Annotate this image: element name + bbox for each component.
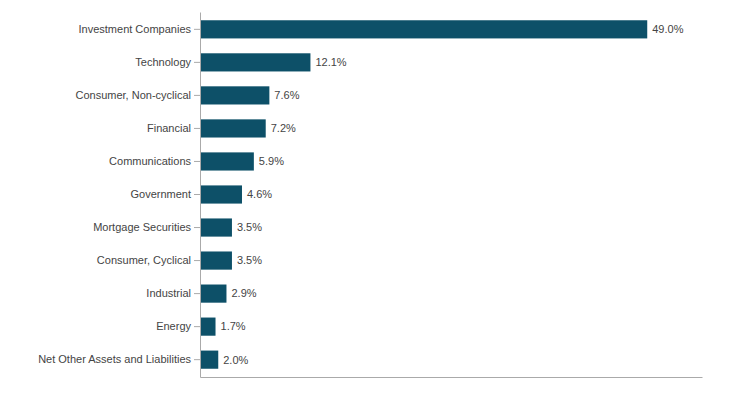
data-label: 1.7% xyxy=(221,320,246,332)
y-tick: Industrial xyxy=(146,287,200,299)
x-axis-line xyxy=(201,377,703,378)
y-tick-label: Communications xyxy=(109,155,191,167)
bar xyxy=(200,152,254,170)
data-label: 12.1% xyxy=(315,56,346,68)
y-axis: Investment Companies Technology Consumer, … xyxy=(38,13,200,378)
data-label: 7.6% xyxy=(274,89,299,101)
y-tick-mark xyxy=(194,359,200,360)
y-axis-line xyxy=(200,13,201,378)
y-tick-mark xyxy=(194,194,200,195)
bar xyxy=(200,218,232,236)
data-label: 7.2% xyxy=(271,122,296,134)
data-label: 3.5% xyxy=(237,221,262,233)
y-tick-mark xyxy=(194,326,200,327)
bar xyxy=(200,185,242,203)
y-tick-label: Financial xyxy=(147,122,191,134)
y-tick-mark xyxy=(194,227,200,228)
y-tick-mark xyxy=(194,128,200,129)
data-label: 5.9% xyxy=(259,155,284,167)
chart-container: Investment Companies Technology Consumer, … xyxy=(0,0,752,397)
y-tick: Consumer, Cyclical xyxy=(97,254,200,266)
chart-svg: Investment Companies Technology Consumer, … xyxy=(0,0,752,397)
data-label: 2.9% xyxy=(231,287,256,299)
y-tick-mark xyxy=(194,62,200,63)
y-tick-mark xyxy=(194,95,200,96)
y-tick-mark xyxy=(194,293,200,294)
data-label: 4.6% xyxy=(247,188,272,200)
y-tick-label: Government xyxy=(130,188,191,200)
bar xyxy=(200,86,269,104)
bar xyxy=(200,318,216,336)
y-tick: Net Other Assets and Liabilities xyxy=(38,353,200,365)
y-tick-mark xyxy=(194,161,200,162)
bar xyxy=(200,53,310,71)
y-tick: Communications xyxy=(109,155,200,167)
y-tick: Consumer, Non-cyclical xyxy=(75,89,200,101)
y-tick-label: Net Other Assets and Liabilities xyxy=(38,353,191,365)
y-tick-label: Investment Companies xyxy=(79,23,192,35)
data-label: 49.0% xyxy=(652,23,683,35)
bar xyxy=(200,351,218,369)
y-tick-mark xyxy=(194,260,200,261)
y-tick-label: Technology xyxy=(135,56,191,68)
y-tick-label: Energy xyxy=(156,320,191,332)
y-tick-label: Consumer, Non-cyclical xyxy=(75,89,191,101)
bar xyxy=(200,285,226,303)
bar xyxy=(200,119,266,137)
y-tick: Financial xyxy=(147,122,200,134)
y-tick-label: Mortgage Securities xyxy=(93,221,191,233)
y-tick: Mortgage Securities xyxy=(93,221,200,233)
plot: Investment Companies Technology Consumer, … xyxy=(38,13,702,378)
bars xyxy=(200,20,647,368)
data-label: 3.5% xyxy=(237,254,262,266)
bar xyxy=(200,251,232,269)
x-axis xyxy=(201,377,703,378)
y-tick: Government xyxy=(130,188,200,200)
y-tick-label: Consumer, Cyclical xyxy=(97,254,191,266)
data-label: 2.0% xyxy=(223,354,248,366)
data-labels: 49.0% 12.1% 7.6% 7.2% 5.9% 4.6% 3.5% 3.5% 2.9% 1.… xyxy=(221,23,684,365)
y-tick-mark xyxy=(194,29,200,30)
bar xyxy=(200,20,647,38)
y-tick: Technology xyxy=(135,56,200,68)
y-tick-label: Industrial xyxy=(146,287,191,299)
y-tick: Investment Companies xyxy=(79,23,201,35)
y-tick: Energy xyxy=(156,320,200,332)
